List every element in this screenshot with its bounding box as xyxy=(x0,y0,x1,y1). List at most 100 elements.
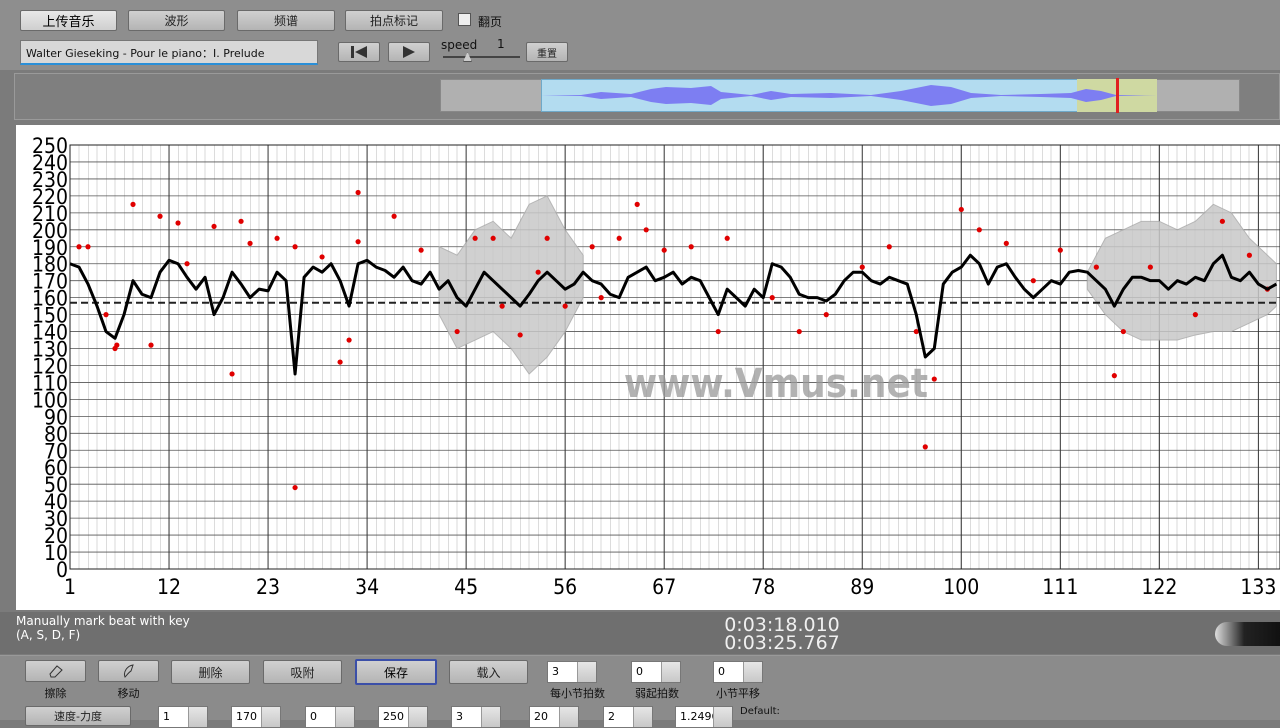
beat-point xyxy=(355,189,361,196)
hint-line-1: Manually mark beat with key xyxy=(16,614,190,628)
y-tick-label: 170 xyxy=(32,270,68,294)
y-tick-label: 10 xyxy=(44,541,68,565)
pickup-beats-input[interactable]: 0 xyxy=(631,661,681,683)
beat-point xyxy=(544,235,550,241)
watermark: www.Vmus.net xyxy=(624,361,928,407)
snap-button[interactable]: 吸附 xyxy=(263,660,342,684)
beat-point xyxy=(1219,218,1225,224)
hint-line-2: (A, S, D, F) xyxy=(16,628,81,642)
prev-button[interactable] xyxy=(338,42,380,62)
prev-icon xyxy=(351,46,367,58)
beat-point xyxy=(1147,264,1153,270)
y-tick-label: 220 xyxy=(32,185,68,209)
bar-shift-input[interactable]: 0 xyxy=(713,661,763,683)
beat-point xyxy=(1057,247,1063,253)
y-tick-label: 90 xyxy=(44,405,68,429)
variance-band xyxy=(1086,203,1277,341)
beat-point xyxy=(562,303,568,309)
beat-point xyxy=(886,244,892,250)
spectrum-button[interactable]: 频谱 xyxy=(237,10,335,31)
y-tick-label: 250 xyxy=(32,134,68,158)
param-input[interactable]: 170 xyxy=(231,706,281,728)
beat-point xyxy=(598,295,604,301)
x-tick-label: 67 xyxy=(652,575,676,599)
plot-border xyxy=(69,144,1280,570)
page-flip-checkbox[interactable] xyxy=(458,13,471,26)
param-input[interactable]: 2 xyxy=(603,706,653,728)
beat-point xyxy=(292,244,298,250)
beat-point xyxy=(643,227,649,233)
x-tick-label: 100 xyxy=(943,575,979,599)
erase-button[interactable] xyxy=(25,660,86,682)
beat-point xyxy=(661,247,667,253)
beat-point xyxy=(211,223,217,230)
play-button[interactable] xyxy=(388,42,430,62)
toggle-switch[interactable] xyxy=(1215,622,1280,646)
beat-point xyxy=(130,201,136,207)
mode-button[interactable]: 速度-力度 xyxy=(25,706,131,726)
chart-panel: 0 10 20 30 40 50 60 70 80 90 100 110 120 130 140 150 160… xyxy=(16,125,1280,610)
x-tick-label: 111 xyxy=(1042,575,1078,599)
move-button[interactable] xyxy=(98,660,159,682)
song-title[interactable]: Walter Gieseking - Pour le piano：I. Prel… xyxy=(20,40,318,65)
save-button[interactable]: 保存 xyxy=(355,659,437,685)
x-tick-label: 45 xyxy=(454,575,478,599)
load-button[interactable]: 载入 xyxy=(449,660,528,684)
y-tick-label: 0 xyxy=(56,558,68,582)
speed-slider[interactable] xyxy=(443,56,520,58)
page-flip-label: 翻页 xyxy=(478,15,503,29)
beat-point xyxy=(490,235,496,241)
tempo-line xyxy=(69,253,1278,376)
status-bar xyxy=(0,612,1280,654)
y-tick-label: 140 xyxy=(32,321,68,345)
param-input[interactable]: 3 xyxy=(451,706,501,728)
y-tick-label: 110 xyxy=(32,371,68,395)
beat-point xyxy=(859,264,865,270)
beat-point xyxy=(499,303,505,309)
beat-point xyxy=(1093,264,1099,270)
beat-point xyxy=(337,359,343,365)
x-tick-label: 122 xyxy=(1141,575,1177,599)
x-tick-label: 56 xyxy=(553,575,577,599)
beat-point xyxy=(1120,328,1126,335)
beat-point xyxy=(114,342,120,348)
param-input[interactable]: 1.2496 xyxy=(675,706,733,728)
bar-shift-label: 小节平移 xyxy=(716,687,760,700)
beat-point xyxy=(76,244,82,250)
x-tick-label: 1 xyxy=(64,575,76,599)
param-input[interactable]: 0 xyxy=(305,706,355,728)
param-input[interactable]: 20 xyxy=(529,706,579,728)
param-input[interactable]: 1 xyxy=(158,706,208,728)
beat-point xyxy=(589,244,595,250)
beat-point xyxy=(517,332,523,338)
beat-mark-button[interactable]: 拍点标记 xyxy=(345,10,443,31)
delete-button[interactable]: 删除 xyxy=(171,660,250,684)
beat-point xyxy=(922,444,928,450)
default-label: Default: xyxy=(740,706,780,717)
beat-point xyxy=(1246,252,1252,258)
param-input[interactable]: 250 xyxy=(378,706,428,728)
speed-value: 1 xyxy=(497,37,505,51)
beat-point xyxy=(769,295,775,301)
y-tick-label: 120 xyxy=(32,354,68,378)
beat-point xyxy=(238,218,244,224)
upload-button[interactable]: 上传音乐 xyxy=(20,10,117,31)
beat-point xyxy=(274,235,280,241)
move-icon xyxy=(123,664,134,678)
erase-label: 擦除 xyxy=(44,687,67,700)
beat-point xyxy=(1030,278,1036,284)
beat-point xyxy=(715,328,721,335)
beat-point xyxy=(175,220,181,226)
beat-point xyxy=(796,328,802,335)
beat-point xyxy=(616,235,622,241)
beat-point xyxy=(472,235,478,241)
y-tick-label: 130 xyxy=(32,338,68,362)
y-tick-label: 80 xyxy=(44,422,68,446)
reset-button[interactable]: 重置 xyxy=(526,42,568,62)
waveform-button[interactable]: 波形 xyxy=(128,10,225,31)
x-tick-label: 23 xyxy=(256,575,280,599)
overview-playhead xyxy=(1116,78,1119,113)
beats-per-bar-input[interactable]: 3 xyxy=(547,661,597,683)
eraser-icon xyxy=(48,665,63,678)
